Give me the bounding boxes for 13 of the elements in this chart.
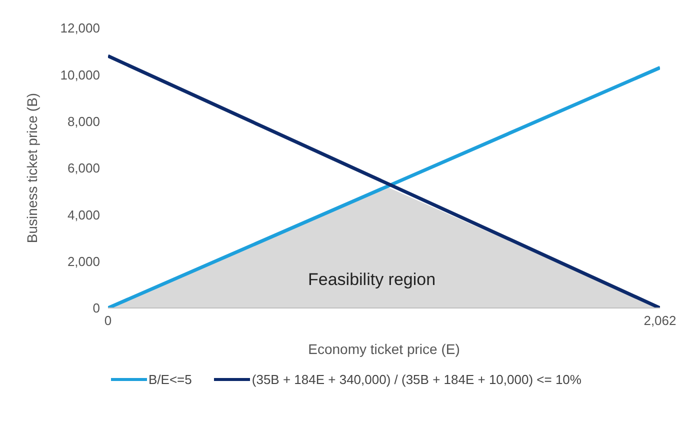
y-tick-label: 2,000: [67, 254, 100, 269]
x-axis-title: Economy ticket price (E): [308, 341, 460, 357]
y-tick-label: 10,000: [60, 67, 100, 82]
x-tick-label: 2,062: [644, 313, 676, 328]
legend-label: (35B + 184E + 340,000) / (35B + 184E + 10,000) <= 10%: [252, 372, 582, 387]
y-tick-label: 12,000: [60, 20, 100, 36]
legend-label: B/E<=5: [148, 372, 192, 387]
y-tick-label: 4,000: [67, 207, 100, 222]
y-tick-label: 6,000: [67, 160, 100, 176]
y-axis-title: Business ticket price (B): [24, 92, 40, 244]
annotation: Feasibility region: [308, 270, 436, 290]
y-tick-label: 8,000: [67, 114, 100, 129]
y-tick-label: 0: [92, 300, 100, 316]
